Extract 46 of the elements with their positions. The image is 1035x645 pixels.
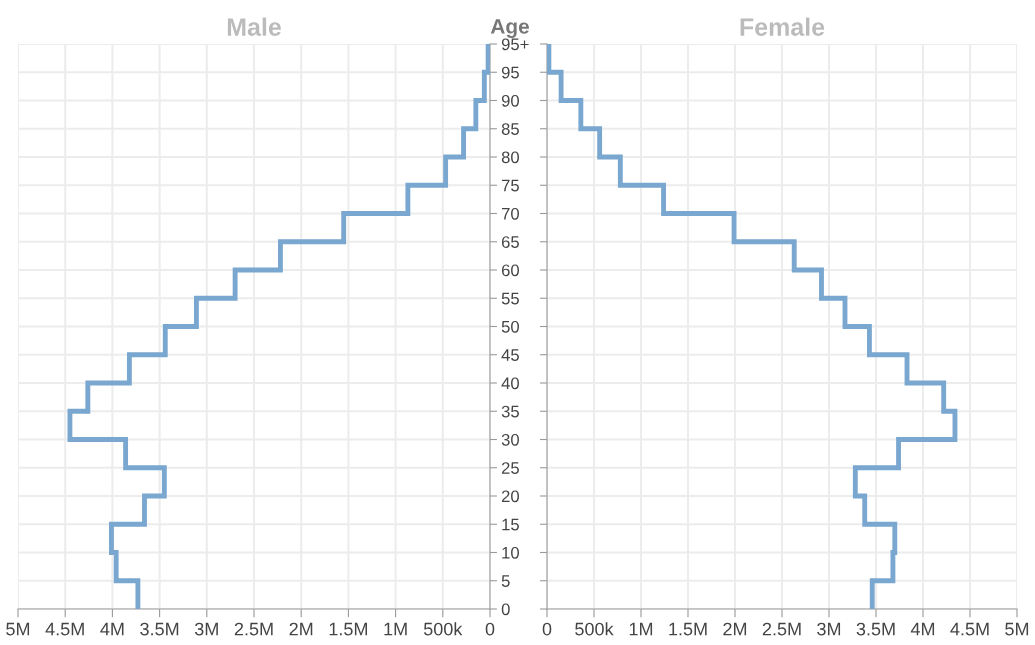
x-tick-label: 5M [6, 622, 30, 636]
chart-title: Female [740, 17, 825, 36]
y-tick-label: 25 [501, 462, 519, 474]
x-tick-label: 4.5M [45, 622, 84, 636]
y-tick-label: 30 [501, 433, 519, 446]
x-tick-label: 4.5M [950, 622, 989, 636]
x-tick-label: 2M [723, 622, 747, 636]
y-tick-label: 15 [502, 518, 519, 531]
y-tick-label: 55 [501, 292, 519, 305]
y-tick-label: 85 [501, 123, 519, 135]
y-tick-label: 80 [501, 151, 519, 164]
y-tick-label: 65 [501, 236, 519, 248]
y-tick-label: 5 [501, 575, 510, 587]
y-axis-title: Age [490, 19, 529, 38]
x-tick-label: 3.5M [140, 622, 179, 636]
x-tick-label: 1.5M [669, 622, 707, 636]
y-tick-label: 35 [501, 405, 519, 418]
y-tick-label: 10 [502, 546, 519, 559]
x-tick-label: 2.5M [234, 622, 273, 636]
y-tick-label: 20 [501, 490, 519, 503]
x-tick-label: 500k [575, 622, 614, 636]
x-tick-label: 1.5M [329, 622, 367, 636]
chart-title: Male [227, 17, 281, 36]
y-tick-label: 75 [501, 179, 519, 192]
x-tick-label: 3M [817, 622, 841, 636]
x-tick-label: 1M [384, 622, 407, 636]
x-tick-label: 500k [423, 622, 463, 636]
x-tick-label: 3.5M [856, 622, 895, 636]
x-tick-label: 5M [1005, 622, 1029, 636]
x-tick-label: 4M [910, 622, 935, 636]
y-tick-label: 45 [501, 349, 519, 361]
x-tick-label: 3M [194, 622, 218, 636]
y-tick-label: 0 [501, 603, 510, 616]
y-tick-label: 40 [501, 377, 519, 390]
x-tick-label: 0 [542, 622, 552, 636]
y-tick-label: 60 [501, 264, 519, 277]
x-tick-label: 2M [289, 622, 313, 636]
x-tick-label: 0 [485, 622, 495, 636]
x-tick-label: 1M [629, 622, 653, 636]
y-tick-label: 70 [501, 207, 519, 220]
x-tick-label: 4M [100, 622, 124, 636]
y-tick-label: 95+ [501, 38, 529, 51]
y-tick-label: 95 [501, 66, 519, 79]
y-tick-label: 90 [501, 94, 519, 107]
y-tick-label: 50 [501, 320, 519, 333]
x-tick-label: 2.5M [762, 622, 801, 636]
